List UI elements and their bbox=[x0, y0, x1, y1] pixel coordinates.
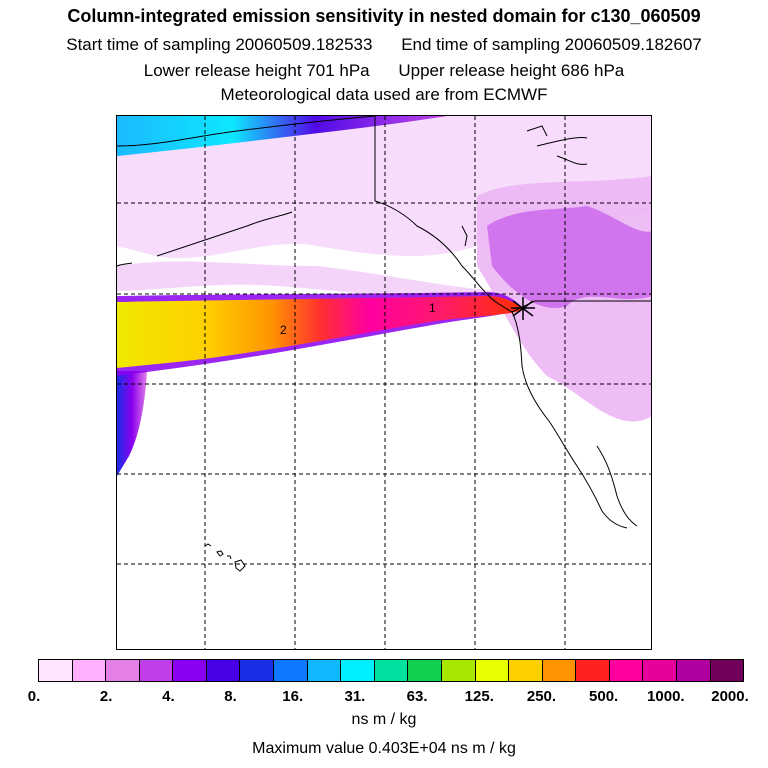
upper-release-label: Upper release height 686 hPa bbox=[398, 61, 625, 80]
lower-release-label: Lower release height 701 hPa bbox=[143, 61, 370, 80]
start-time-label: Start time of sampling 20060509.182533 bbox=[66, 35, 373, 54]
contour-label-1: 1 bbox=[429, 301, 436, 315]
colorbar bbox=[38, 659, 744, 682]
colorbar-cell bbox=[475, 660, 510, 681]
hawaii-islands bbox=[204, 543, 246, 572]
colorbar-cell bbox=[542, 660, 577, 681]
colorbar-tick-label: 250. bbox=[526, 688, 557, 705]
colorbar-cell bbox=[173, 660, 207, 681]
colorbar-tick-label: 63. bbox=[406, 688, 428, 705]
contour-label-2: 2 bbox=[280, 323, 287, 337]
colorbar-tick-label: 125. bbox=[464, 688, 494, 705]
colorbar-cell bbox=[106, 660, 140, 681]
colorbar-tick-label: 2. bbox=[99, 688, 113, 705]
colorbar-tick-label: 2000. bbox=[711, 688, 749, 705]
colorbar-cell bbox=[139, 660, 174, 681]
colorbar-cell bbox=[72, 660, 107, 681]
colorbar-tick-label: 0. bbox=[27, 688, 41, 705]
sensitivity-map: 1 2 bbox=[116, 115, 652, 650]
met-data-label: Meteorological data used are from ECMWF bbox=[220, 85, 548, 104]
lat-lon-grid bbox=[117, 116, 651, 649]
field-mid-east bbox=[487, 206, 651, 308]
release-height-row: Lower release height 701 hPa Upper relea… bbox=[0, 61, 768, 81]
colorbar-cell bbox=[307, 660, 342, 681]
field-low-west bbox=[117, 261, 497, 301]
colorbar-cell bbox=[341, 660, 375, 681]
colorbar-cell bbox=[274, 660, 308, 681]
colorbar-tick-label: 31. bbox=[344, 688, 366, 705]
field-southwest-lobe bbox=[117, 371, 147, 476]
colorbar-tick-label: 1000. bbox=[647, 688, 685, 705]
colorbar-cell bbox=[576, 660, 610, 681]
colorbar-cell bbox=[441, 660, 476, 681]
colorbar-cell bbox=[643, 660, 677, 681]
colorbar-tick-label: 8. bbox=[224, 688, 237, 705]
colorbar-cell bbox=[374, 660, 409, 681]
colorbar-units: ns m / kg bbox=[351, 711, 417, 728]
colorbar-cell bbox=[710, 660, 744, 681]
colorbar-tick-label: 4. bbox=[162, 688, 175, 705]
sampling-time-row: Start time of sampling 20060509.182533 E… bbox=[0, 35, 768, 55]
colorbar-cell bbox=[240, 660, 275, 681]
colorbar-tick-label: 16. bbox=[282, 688, 304, 705]
colorbar-cell bbox=[39, 660, 73, 681]
plot-title: Column-integrated emission sensitivity i… bbox=[67, 6, 701, 26]
colorbar-cell bbox=[676, 660, 711, 681]
colorbar-cell bbox=[206, 660, 241, 681]
plume-core bbox=[117, 296, 523, 368]
colorbar-cell bbox=[509, 660, 543, 681]
colorbar-tick-label: 500. bbox=[589, 688, 619, 705]
field-north-band bbox=[117, 116, 447, 156]
colorbar-cell bbox=[609, 660, 644, 681]
release-point-star bbox=[511, 297, 535, 320]
map-canvas: 1 2 bbox=[117, 116, 651, 649]
end-time-label: End time of sampling 20060509.182607 bbox=[401, 35, 702, 54]
maximum-value-label: Maximum value 0.403E+04 ns m / kg bbox=[252, 740, 516, 757]
colorbar-cell bbox=[408, 660, 442, 681]
